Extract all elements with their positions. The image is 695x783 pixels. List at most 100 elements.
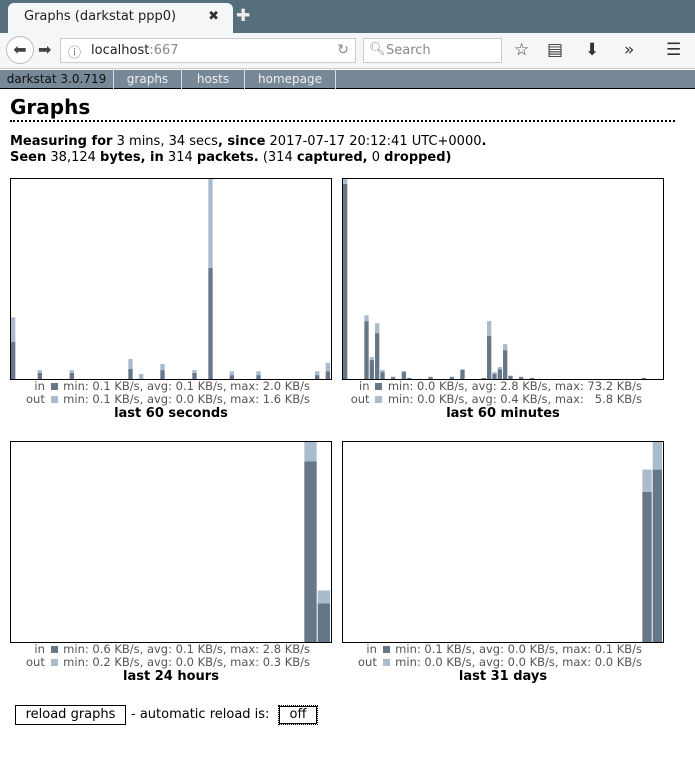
bookmark-star-icon[interactable]: ☆ [514, 40, 530, 60]
info-icon[interactable]: ⓘ [68, 46, 82, 61]
paren-open: ( [262, 150, 268, 165]
bytes-count: 38,124 [50, 150, 96, 165]
back-arrow-icon[interactable]: ⬅ [6, 36, 34, 64]
bar-in [380, 372, 385, 379]
bar-in [460, 369, 465, 379]
tab-title: Graphs (darkstat ppp0) [24, 9, 177, 24]
bar-out [256, 371, 261, 376]
url-host: localhost [91, 43, 150, 58]
legend-swatch [50, 646, 58, 653]
bar-in [208, 267, 213, 379]
graph-24-hours [10, 441, 332, 643]
browser-tab-bar: Graphs (darkstat ppp0) ✖ ✚ [0, 0, 695, 34]
bar-out [519, 376, 524, 378]
bar-in [317, 603, 330, 642]
reading-list-icon[interactable]: ▤ [547, 40, 564, 60]
bar-out [487, 321, 492, 337]
search-placeholder: Search [386, 43, 431, 58]
bar-out [380, 369, 385, 373]
legend-in: in min: 0.6 KB/s, avg: 0.1 KB/s, max: 2.… [34, 642, 310, 656]
bar-in [364, 321, 369, 379]
nav-darkstat-version[interactable]: darkstat 3.0.719 [0, 70, 114, 89]
bar-out [229, 371, 234, 376]
bar-in [401, 372, 406, 379]
bar-chart [11, 179, 330, 379]
bar-in [304, 461, 317, 642]
url-bar[interactable]: ⓘ localhost:667 ↻ [60, 38, 356, 63]
bar-out [37, 370, 42, 373]
bar-out [391, 376, 396, 378]
menu-icon[interactable]: ☰ [666, 40, 682, 60]
bar-out [128, 359, 133, 369]
reload-graphs-button[interactable]: reload graphs [15, 705, 126, 725]
graph-60-seconds [10, 178, 332, 380]
nav-homepage[interactable]: homepage [245, 70, 336, 89]
graph-60-minutes [342, 178, 664, 380]
bar-out [492, 372, 497, 374]
new-tab-icon[interactable]: ✚ [236, 6, 251, 26]
period: . [481, 134, 487, 149]
bar-in [229, 375, 234, 379]
seen-label: Seen [10, 150, 47, 165]
bar-out [497, 367, 502, 370]
seen-line: Seen 38,124 bytes, in 314 packets. (314 … [10, 150, 452, 165]
bar-in [642, 492, 652, 642]
legend-in: in min: 0.1 KB/s, avg: 0.0 KB/s, max: 0.… [366, 642, 642, 656]
nav-graphs[interactable]: graphs [114, 70, 182, 89]
bar-out [364, 315, 369, 322]
bar-out [503, 344, 508, 351]
bar-out [139, 374, 144, 379]
bar-chart [304, 442, 330, 642]
bar-in [519, 377, 524, 379]
dropped-label: dropped) [384, 150, 452, 165]
bar-in [449, 377, 454, 379]
search-input[interactable]: 🔍︎ Search [363, 38, 502, 63]
bar-out [343, 179, 348, 184]
search-icon: 🔍︎ [369, 42, 386, 57]
bar-in [160, 370, 165, 379]
legend-out: out min: 0.1 KB/s, avg: 0.0 KB/s, max: 1… [26, 392, 310, 406]
forward-arrow-icon[interactable]: ➡ [38, 40, 52, 59]
legend-in: in min: 0.1 KB/s, avg: 0.1 KB/s, max: 2.… [34, 379, 310, 393]
nav-hosts[interactable]: hosts [182, 70, 245, 89]
bar-out [401, 371, 406, 373]
bar-out [317, 590, 330, 604]
bar-in [529, 377, 534, 379]
bar-out [192, 370, 197, 373]
bytes-label: bytes, in [100, 150, 164, 165]
bar-in [192, 372, 197, 379]
bar-out [325, 362, 330, 372]
bar-in [256, 375, 261, 379]
bar-in [428, 377, 433, 379]
legend-swatch [375, 396, 383, 403]
legend-out: out min: 0.0 KB/s, avg: 0.4 KB/s, max: 5… [350, 392, 642, 406]
legend-in: in min: 0.0 KB/s, avg: 2.8 KB/s, max: 73… [359, 379, 642, 393]
graph-title: last 60 seconds [114, 406, 228, 421]
bar-out [449, 376, 454, 378]
captured-count: 314 [267, 150, 293, 165]
bar-in [315, 375, 320, 379]
bar-out [369, 357, 374, 361]
bar-in [375, 333, 380, 379]
dropped-count: 0 [371, 150, 381, 165]
legend-swatch [375, 383, 383, 390]
overflow-chevron-icon[interactable]: » [624, 40, 635, 60]
bar-chart [343, 179, 646, 379]
since-label: , since [217, 134, 266, 149]
bar-out [508, 375, 513, 377]
bar-in [11, 341, 16, 379]
legend-swatch [382, 659, 390, 666]
close-tab-icon[interactable]: ✖ [208, 9, 219, 24]
bar-out [160, 364, 165, 371]
browser-tab[interactable]: Graphs (darkstat ppp0) ✖ [8, 3, 233, 34]
auto-reload-toggle[interactable]: off [278, 705, 318, 725]
bar-out [11, 317, 16, 342]
download-icon[interactable]: ⬇ [585, 40, 600, 60]
bar-in [407, 377, 412, 379]
since-time: 2017-07-17 20:12:41 UTC+0000 [269, 134, 482, 149]
bar-in [325, 371, 330, 379]
graph-31-days [342, 441, 664, 643]
legend-swatch [50, 659, 58, 666]
bar-in [369, 360, 374, 379]
reload-icon[interactable]: ↻ [337, 42, 349, 58]
